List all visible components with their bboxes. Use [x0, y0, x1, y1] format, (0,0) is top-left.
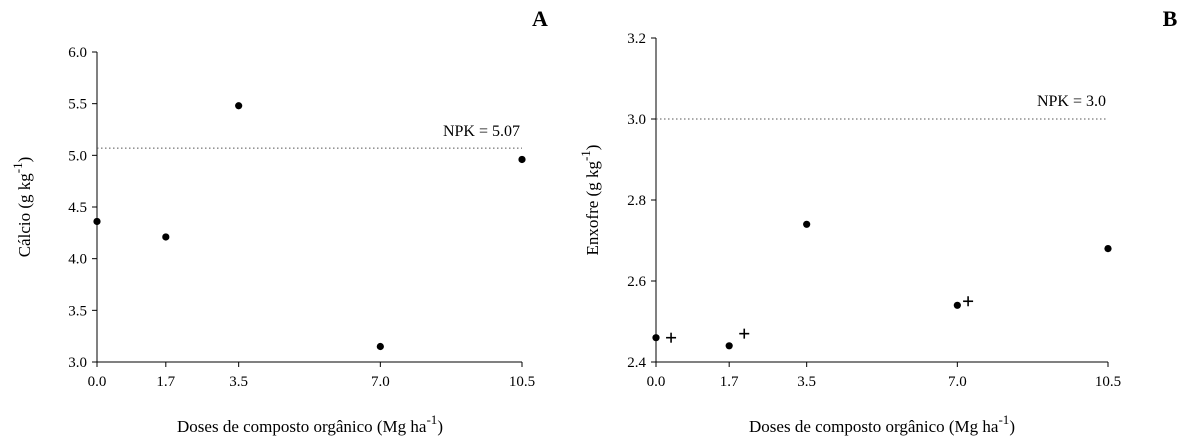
y-tick-label: 5.0 [68, 148, 87, 164]
x-tick-label: 10.5 [1095, 374, 1121, 390]
x-tick-label: 3.5 [229, 374, 248, 390]
npk-reference-label: NPK = 3.0 [1037, 93, 1106, 110]
x-tick-label: 1.7 [720, 374, 739, 390]
x-tick-label: 3.5 [797, 374, 816, 390]
x-tick-label: 10.5 [509, 374, 535, 390]
data-point [953, 301, 961, 309]
data-point [93, 217, 101, 226]
data-point [803, 220, 811, 228]
data-point [235, 102, 243, 110]
y-axis-label: Enxofre (g kg-1) [578, 145, 602, 256]
chart-panel-B: 2.4 2.6 2.8 3.0 3.2 0.0 1.7 3.5 7.0 10.5 NPK = 3.0… [578, 6, 1178, 436]
data-point [652, 334, 660, 342]
data-point [518, 155, 526, 164]
x-tick-label: 7.0 [948, 374, 967, 390]
y-tick-label: 3.5 [68, 303, 87, 319]
chart-panel-A: 3.0 3.5 4.0 4.5 5.0 5.5 6.0 0.0 1.7 3.5 7.0 10.5 NPK… [10, 6, 548, 436]
y-tick-label: 3.0 [627, 112, 646, 128]
y-axis-label: Cálcio (g kg-1) [10, 157, 34, 258]
y-tick-label: 2.6 [627, 274, 646, 290]
data-point-plus [666, 332, 677, 343]
y-tick-label: 4.5 [68, 200, 87, 216]
x-tick-label: 0.0 [88, 374, 107, 390]
data-point [1104, 245, 1112, 253]
panel-label: B [1163, 6, 1178, 31]
x-tick-label: 0.0 [647, 374, 666, 390]
npk-reference-label: NPK = 5.07 [443, 123, 520, 140]
y-tick-label: 3.2 [627, 31, 646, 47]
y-tick-label: 3.0 [68, 355, 87, 371]
x-tick-label: 7.0 [371, 374, 390, 390]
data-point [162, 233, 170, 241]
data-point [376, 342, 384, 351]
y-tick-label: 2.8 [627, 193, 646, 209]
y-tick-label: 4.0 [68, 252, 87, 268]
y-tick-label: 2.4 [627, 355, 646, 371]
data-point [725, 342, 733, 350]
x-axis-label: Doses de composto orgânico (Mg ha-1) [177, 412, 443, 436]
data-point-plus [739, 328, 750, 339]
x-axis-label: Doses de composto orgânico (Mg ha-1) [749, 412, 1015, 436]
y-tick-label: 5.5 [68, 97, 87, 113]
y-tick-label: 6.0 [68, 45, 87, 61]
panel-label: A [532, 6, 548, 31]
x-tick-label: 1.7 [156, 374, 175, 390]
data-point-plus [963, 296, 974, 307]
